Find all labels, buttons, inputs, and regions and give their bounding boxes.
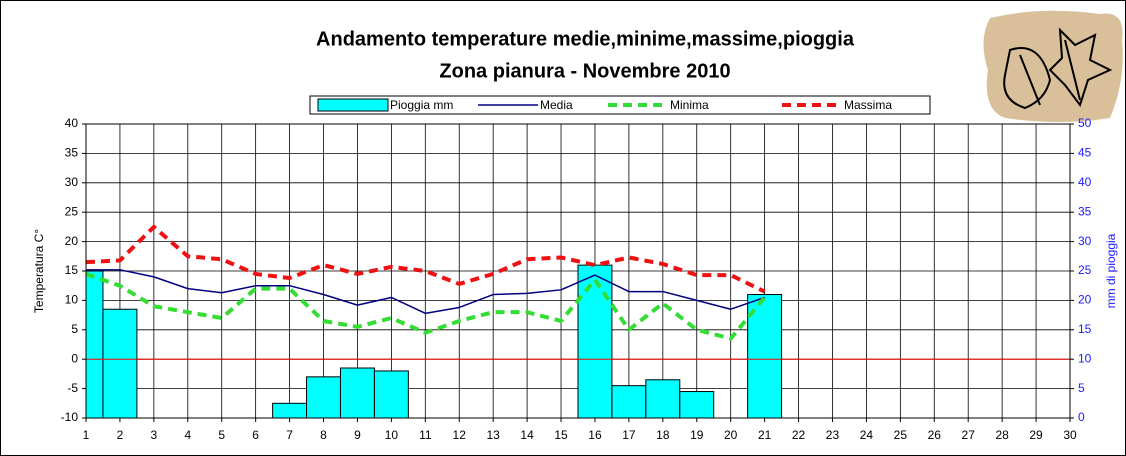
bar [646,380,680,418]
x-tick-label: 2 [117,428,124,442]
y-axis-label: Temperatura C° [32,229,46,313]
x-tick-label: 28 [995,428,1009,442]
y2-tick-label: 5 [1078,381,1085,395]
x-tick-label: 17 [622,428,636,442]
bar [680,392,714,418]
x-tick-label: 13 [486,428,500,442]
x-tick-label: 12 [453,428,467,442]
x-tick-label: 23 [826,428,840,442]
y-tick-label: 25 [65,204,79,218]
legend-label: Massima [844,98,892,112]
legend-swatch [318,99,388,111]
chart-title: Andamento temperature medie,minime,massi… [316,28,855,50]
legend-label: Media [540,98,573,112]
chart: Andamento temperature medie,minime,massi… [0,0,1126,456]
leaf-decoration [983,11,1122,122]
y2-tick-label: 30 [1078,234,1092,248]
bar [374,371,408,418]
x-tick-label: 26 [928,428,942,442]
x-tick-label: 14 [520,428,534,442]
y-tick-label: 10 [65,293,79,307]
y-tick-label: -10 [61,410,79,424]
x-tick-label: 15 [554,428,568,442]
bar [307,377,341,418]
x-tick-label: 5 [218,428,225,442]
x-tick-label: 20 [724,428,738,442]
x-tick-label: 25 [894,428,908,442]
y-tick-label: 20 [65,234,79,248]
x-tick-label: 10 [385,428,399,442]
y2-tick-label: 35 [1078,204,1092,218]
y2-axis-label: mm di pioggia [1104,233,1118,308]
x-tick-label: 3 [151,428,158,442]
y2-tick-label: 10 [1078,351,1092,365]
x-tick-label: 27 [962,428,976,442]
y2-tick-label: 45 [1078,146,1092,160]
y2-tick-label: 20 [1078,293,1092,307]
x-tick-label: 8 [320,428,327,442]
x-tick-label: 16 [588,428,602,442]
y-tick-label: 15 [65,263,79,277]
x-tick-label: 9 [354,428,361,442]
y-tick-label: 0 [71,351,78,365]
bar [612,386,646,418]
y-tick-label: 35 [65,146,79,160]
y2-tick-label: 0 [1078,410,1085,424]
chart-subtitle: Zona pianura - Novembre 2010 [439,60,730,82]
x-tick-label: 6 [252,428,259,442]
x-tick-label: 29 [1029,428,1043,442]
x-tick-label: 30 [1063,428,1077,442]
bar [578,265,612,418]
x-tick-label: 19 [690,428,704,442]
legend-label: Minima [670,98,709,112]
y-tick-label: 30 [65,175,79,189]
bar [340,368,374,418]
x-tick-label: 22 [792,428,806,442]
x-tick-label: 24 [860,428,874,442]
y2-tick-label: 50 [1078,116,1092,130]
x-tick-label: 4 [184,428,191,442]
legend-label: Pioggia mm [390,98,453,112]
y2-tick-label: 15 [1078,322,1092,336]
y2-tick-label: 40 [1078,175,1092,189]
x-tick-label: 7 [286,428,293,442]
x-tick-label: 11 [419,428,432,442]
y-tick-label: 40 [65,116,79,130]
y-tick-label: 5 [71,322,78,336]
y2-tick-label: 25 [1078,263,1092,277]
x-tick-label: 18 [656,428,670,442]
bar [273,403,307,418]
x-tick-label: 1 [83,428,90,442]
bar [103,309,137,418]
y-tick-label: -5 [67,381,78,395]
x-tick-label: 21 [758,428,772,442]
